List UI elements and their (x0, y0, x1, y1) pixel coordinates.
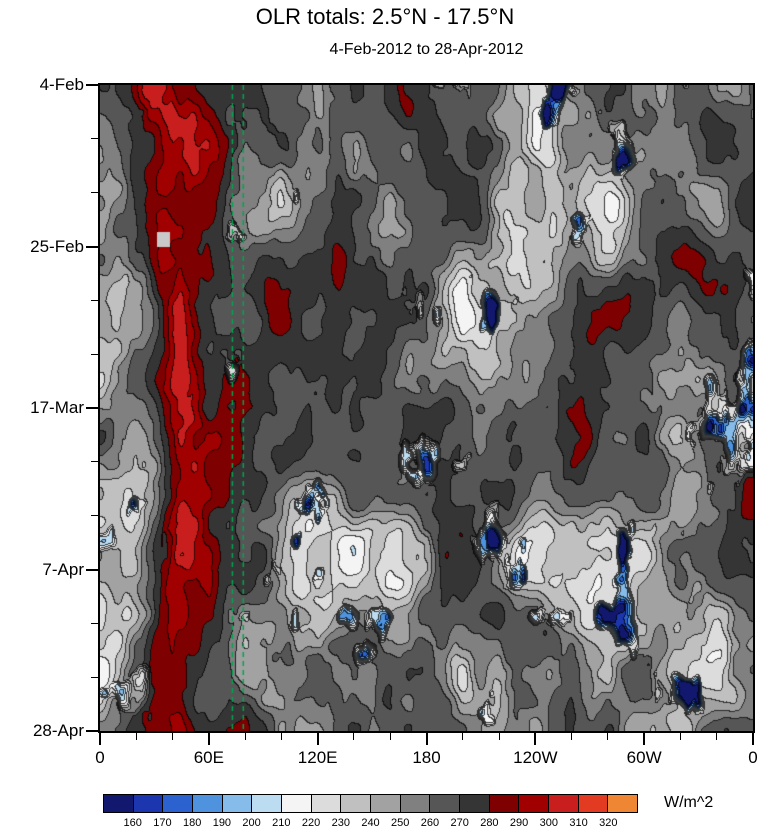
colorbar-tick-label: 190 (212, 817, 232, 829)
x-tick-label: 60E (193, 748, 224, 767)
tick-mark (91, 353, 98, 355)
colorbar-tick-label: 180 (182, 817, 202, 829)
colorbar-box (251, 795, 282, 812)
tick-mark (498, 733, 500, 740)
colorbar-box (518, 795, 549, 812)
colorbar-box (488, 795, 519, 812)
colorbar-box (162, 795, 193, 812)
colorbar-box (281, 795, 311, 812)
tick-mark (91, 192, 98, 194)
colorbar-tick-label: 230 (331, 817, 350, 829)
colorbar (103, 794, 638, 813)
colorbar-tick-label: 160 (123, 817, 142, 829)
tick-mark (86, 407, 98, 409)
tick-mark (99, 733, 101, 745)
colorbar-tick-label: 300 (539, 817, 559, 829)
tick-mark (91, 676, 98, 678)
colorbar-box (548, 795, 578, 812)
chart-subtitle: 4-Feb-2012 to 28-Apr-2012 (329, 41, 524, 58)
chart-title: OLR totals: 2.5°N - 17.5°N (255, 4, 515, 29)
colorbar-tick-label: 170 (153, 817, 172, 829)
colorbar-tick-label: 310 (569, 817, 588, 829)
x-tick-label: 0 (748, 748, 758, 767)
colorbar-tick-label: 320 (599, 817, 618, 829)
tick-mark (571, 733, 573, 740)
colorbar-tick-label: 210 (272, 817, 291, 829)
x-tick-label: 0 (95, 748, 105, 767)
colorbar-tick-label: 240 (361, 817, 380, 829)
tick-mark (244, 733, 246, 740)
tick-mark (86, 245, 98, 248)
tick-mark (86, 568, 98, 571)
olr-heatmap-canvas (100, 85, 753, 731)
colorbar-tick-label: 280 (480, 817, 499, 829)
tick-mark (86, 730, 98, 732)
tick-mark (91, 622, 98, 624)
colorbar-tick-label: 260 (420, 817, 440, 829)
tick-mark (534, 733, 537, 745)
colorbar-box (399, 795, 430, 812)
colorbar-tick-label: 220 (301, 817, 321, 829)
colorbar-box (221, 795, 252, 812)
tick-mark (135, 733, 137, 740)
tick-mark (91, 138, 98, 140)
y-tick-label: 25-Feb (30, 236, 84, 256)
tick-mark (316, 733, 319, 745)
tick-mark (91, 515, 98, 517)
tick-mark (425, 733, 428, 745)
tick-mark (91, 461, 98, 463)
colorbar-tick-label: 290 (509, 817, 529, 829)
tick-mark (716, 733, 718, 740)
x-tick-label: 120E (297, 748, 338, 767)
colorbar-tick-label: 270 (450, 817, 469, 829)
tick-mark (389, 733, 391, 740)
colorbar-box (577, 795, 608, 812)
tick-mark (462, 733, 464, 740)
plot-area (98, 83, 755, 733)
y-tick-label: 7-Apr (42, 559, 84, 579)
tick-mark (643, 733, 646, 745)
tick-mark (752, 733, 754, 745)
tick-mark (679, 733, 681, 740)
tick-mark (280, 733, 282, 740)
tick-mark (607, 733, 609, 740)
y-tick-label: 17-Mar (30, 398, 84, 417)
x-tick-label: 60W (626, 748, 662, 767)
y-tick-label: 28-Apr (32, 721, 84, 740)
colorbar-tick-label: 200 (242, 817, 261, 829)
colorbar-box (370, 795, 400, 812)
colorbar-box (459, 795, 489, 812)
tick-mark (86, 84, 98, 86)
colorbar-box (132, 795, 163, 812)
colorbar-box (429, 795, 460, 812)
colorbar-box (192, 795, 222, 812)
colorbar-box (310, 795, 341, 812)
x-tick-label: 180 (412, 748, 441, 767)
colorbar-box (104, 795, 133, 812)
tick-mark (353, 733, 355, 740)
tick-mark (207, 733, 210, 745)
tick-mark (91, 299, 98, 301)
y-tick-label: 4-Feb (39, 75, 84, 94)
colorbar-box (607, 795, 638, 812)
colorbar-tick-label: 250 (391, 817, 410, 829)
colorbar-units-label: W/m^2 (664, 794, 714, 811)
x-tick-label: 120W (513, 748, 558, 767)
colorbar-box (340, 795, 371, 812)
tick-mark (172, 733, 174, 740)
